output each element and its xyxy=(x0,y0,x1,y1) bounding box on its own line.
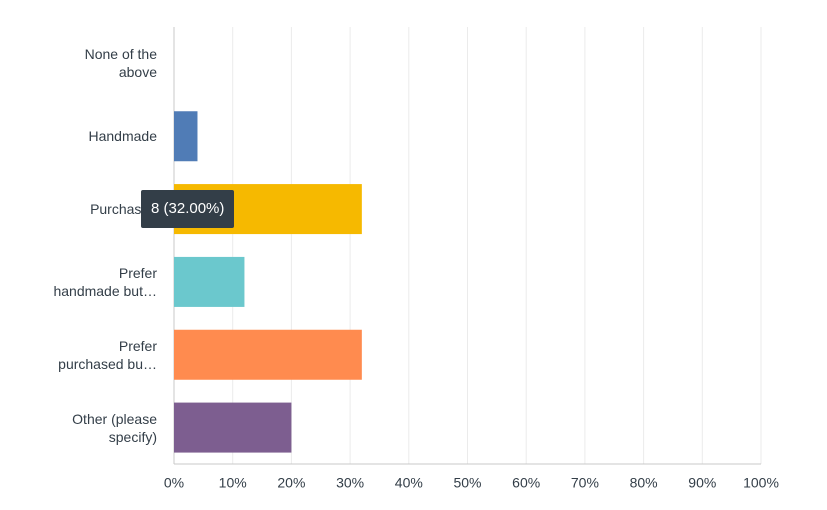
category-label: Handmade xyxy=(88,128,158,145)
x-tick-label: 40% xyxy=(395,475,423,491)
x-tick-label: 20% xyxy=(277,475,305,491)
category-label: Purchased xyxy=(90,201,157,218)
bar xyxy=(174,402,292,453)
x-tick-label: 0% xyxy=(164,475,184,491)
category-label: Prefer purchased bu… xyxy=(58,337,157,372)
x-tick-label: 90% xyxy=(688,475,716,491)
category-label: Prefer handmade but… xyxy=(53,264,157,299)
bar xyxy=(174,329,362,380)
category-label: Other (please specify) xyxy=(72,410,157,445)
x-tick-label: 100% xyxy=(743,475,779,491)
x-tick-label: 30% xyxy=(336,475,364,491)
x-tick-label: 70% xyxy=(571,475,599,491)
bar xyxy=(174,111,198,162)
category-label: None of the above xyxy=(84,46,157,81)
x-tick-label: 60% xyxy=(512,475,540,491)
x-tick-label: 50% xyxy=(453,475,481,491)
bar xyxy=(174,256,245,307)
x-tick-label: 80% xyxy=(630,475,658,491)
x-tick-label: 10% xyxy=(219,475,247,491)
tooltip: 8 (32.00%) xyxy=(141,190,235,229)
